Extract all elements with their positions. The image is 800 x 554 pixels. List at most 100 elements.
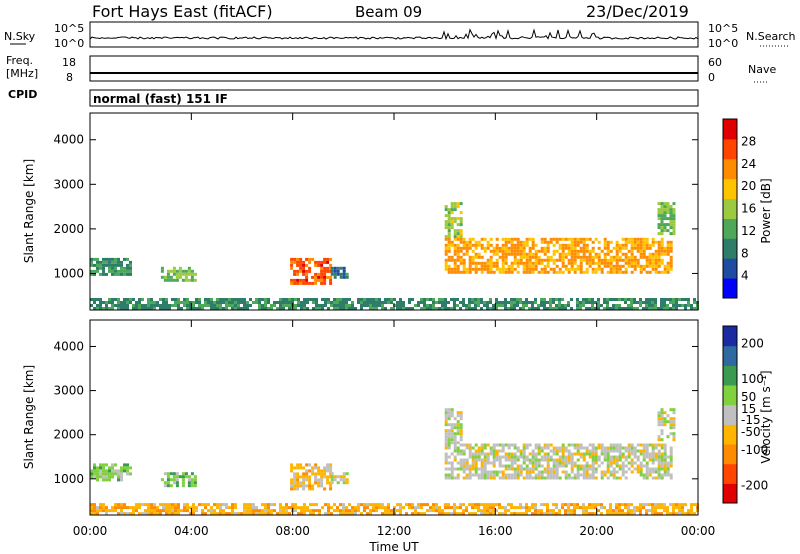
data-cell (513, 304, 516, 307)
data-cell (93, 257, 96, 261)
data-cell (219, 307, 222, 310)
data-cell (447, 208, 451, 212)
data-cell (309, 512, 312, 516)
data-cell (588, 464, 592, 468)
data-cell (588, 467, 592, 471)
data-cell (600, 476, 604, 480)
nsky-label: N.Sky (4, 30, 36, 43)
data-cell (117, 478, 120, 482)
data-cell (621, 298, 624, 301)
data-cell (651, 243, 655, 247)
data-cell (603, 298, 606, 301)
data-cell (160, 478, 164, 482)
data-cell (207, 301, 210, 304)
data-cell (329, 257, 333, 261)
data-cell (648, 261, 652, 265)
data-cell (579, 237, 583, 241)
data-cell (459, 249, 463, 253)
data-cell (534, 467, 538, 471)
data-cell (645, 246, 649, 250)
data-cell (672, 226, 676, 230)
data-cell (264, 506, 267, 510)
data-cell (639, 464, 643, 468)
data-cell (453, 506, 456, 510)
data-cell (519, 307, 522, 310)
data-cell (618, 246, 622, 250)
data-cell (528, 461, 532, 465)
data-cell (317, 260, 321, 264)
data-cell (510, 261, 514, 265)
data-cell (504, 252, 508, 256)
data-cell (330, 266, 334, 270)
data-cell (486, 246, 490, 250)
data-cell (555, 464, 559, 468)
data-cell (633, 261, 637, 265)
data-cell (582, 255, 586, 259)
data-cell (528, 458, 532, 462)
data-cell (288, 506, 291, 510)
data-cell (423, 301, 426, 304)
data-cell (537, 476, 541, 480)
data-cell (285, 509, 288, 513)
data-cell (519, 470, 523, 474)
data-cell (363, 506, 366, 510)
data-cell (453, 220, 457, 224)
data-cell (597, 267, 601, 271)
data-cell (600, 473, 604, 477)
data-cell (657, 449, 661, 453)
data-cell (117, 503, 120, 507)
data-cell (249, 509, 252, 513)
data-cell (327, 301, 330, 304)
data-cell (516, 512, 519, 516)
data-cell (288, 298, 291, 301)
data-cell (219, 304, 222, 307)
data-cell (311, 472, 315, 476)
data-cell (516, 240, 520, 244)
data-cell (290, 484, 294, 488)
data-cell (660, 220, 664, 224)
data-cell (471, 261, 475, 265)
data-cell (651, 264, 655, 268)
data-cell (252, 301, 255, 304)
data-cell (117, 298, 120, 301)
data-cell (96, 266, 99, 270)
data-cell (600, 470, 604, 474)
data-cell (450, 438, 454, 442)
colorbar-tick-label: 20 (741, 179, 756, 193)
data-cell (531, 240, 535, 244)
data-cell (311, 275, 315, 279)
data-cell (627, 449, 631, 453)
data-cell (114, 257, 117, 261)
data-cell (498, 255, 502, 259)
data-cell (624, 464, 628, 468)
data-cell (456, 202, 460, 206)
data-cell (456, 237, 460, 241)
data-cell (381, 307, 384, 310)
data-cell (360, 503, 363, 507)
data-cell (336, 307, 339, 310)
data-cell (330, 472, 334, 476)
data-cell (219, 298, 222, 301)
data-cell (150, 503, 153, 507)
data-cell (582, 240, 586, 244)
data-cell (126, 506, 129, 510)
data-cell (462, 461, 466, 465)
data-cell (189, 304, 192, 307)
data-cell (465, 246, 469, 250)
data-cell (603, 470, 607, 474)
data-cell (453, 438, 457, 442)
data-cell (336, 509, 339, 513)
data-cell (471, 243, 475, 247)
data-cell (657, 506, 660, 510)
data-cell (594, 470, 598, 474)
data-cell (525, 261, 529, 265)
data-cell (570, 470, 574, 474)
data-cell (249, 304, 252, 307)
data-cell (639, 270, 643, 274)
data-cell (549, 307, 552, 310)
data-cell (519, 455, 523, 459)
data-cell (591, 458, 595, 462)
data-cell (648, 307, 651, 310)
data-cell (459, 512, 462, 516)
data-cell (660, 223, 664, 227)
